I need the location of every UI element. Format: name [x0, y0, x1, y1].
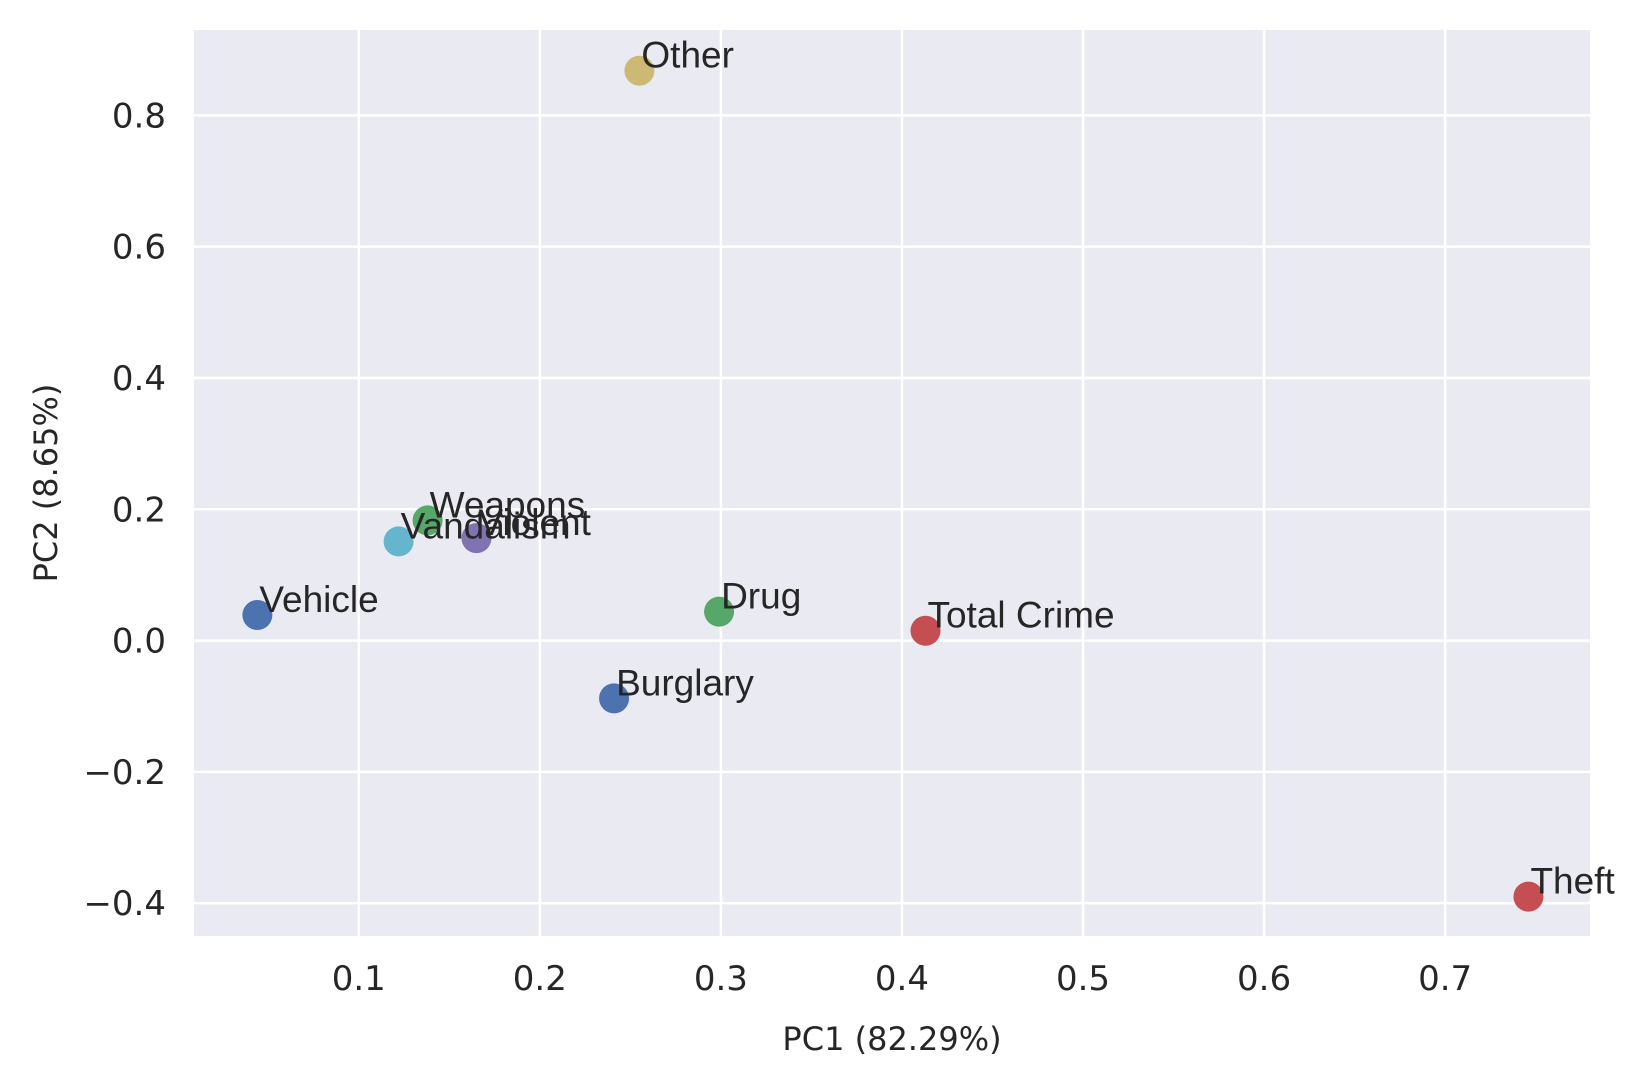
data-point: [910, 615, 941, 646]
x-axis-label: PC1 (82.29%): [782, 1020, 1001, 1058]
point-label: Other: [641, 35, 734, 76]
y-tick-label: 0.8: [112, 96, 166, 136]
data-point: [1513, 881, 1544, 912]
point-label: Drug: [721, 576, 801, 617]
point-label: Theft: [1530, 861, 1615, 902]
point-label: Vehicle: [259, 579, 378, 620]
x-tick-label: 0.7: [1418, 959, 1472, 999]
axis-ticks: 0.1 0.2 0.3 0.4 0.5 0.6 0.7 −0.4 −0.2 0.0 0.2 0.4 0.…: [83, 96, 1472, 999]
point-label: Violent: [478, 502, 591, 543]
x-tick-label: 0.3: [694, 959, 748, 999]
point-label: Total Crime: [927, 595, 1114, 636]
point-label: Weapons: [430, 484, 586, 525]
data-point: [242, 599, 273, 630]
y-tick-label: 0.2: [112, 490, 166, 530]
data-point: [704, 596, 735, 627]
data-point: [412, 505, 443, 536]
y-tick-label: 0.6: [112, 228, 166, 268]
x-tick-label: 0.2: [513, 959, 567, 999]
x-tick-label: 0.6: [1237, 959, 1291, 999]
point-label: Vandalism: [401, 505, 571, 546]
y-tick-label: 0.4: [112, 359, 166, 399]
data-point: [461, 523, 492, 554]
data-point: [624, 55, 655, 86]
data-point: [599, 683, 630, 714]
y-tick-label: 0.0: [112, 622, 166, 662]
x-tick-label: 0.1: [332, 959, 386, 999]
data-point: [383, 526, 414, 557]
y-tick-label: −0.2: [83, 753, 166, 793]
x-tick-label: 0.5: [1056, 959, 1110, 999]
plot-area: [194, 30, 1590, 936]
x-tick-label: 0.4: [875, 959, 929, 999]
point-label: Burglary: [616, 662, 754, 703]
y-axis-label: PC2 (8.65%): [27, 384, 65, 583]
data-points: [242, 55, 1544, 912]
y-tick-label: −0.4: [83, 884, 166, 924]
